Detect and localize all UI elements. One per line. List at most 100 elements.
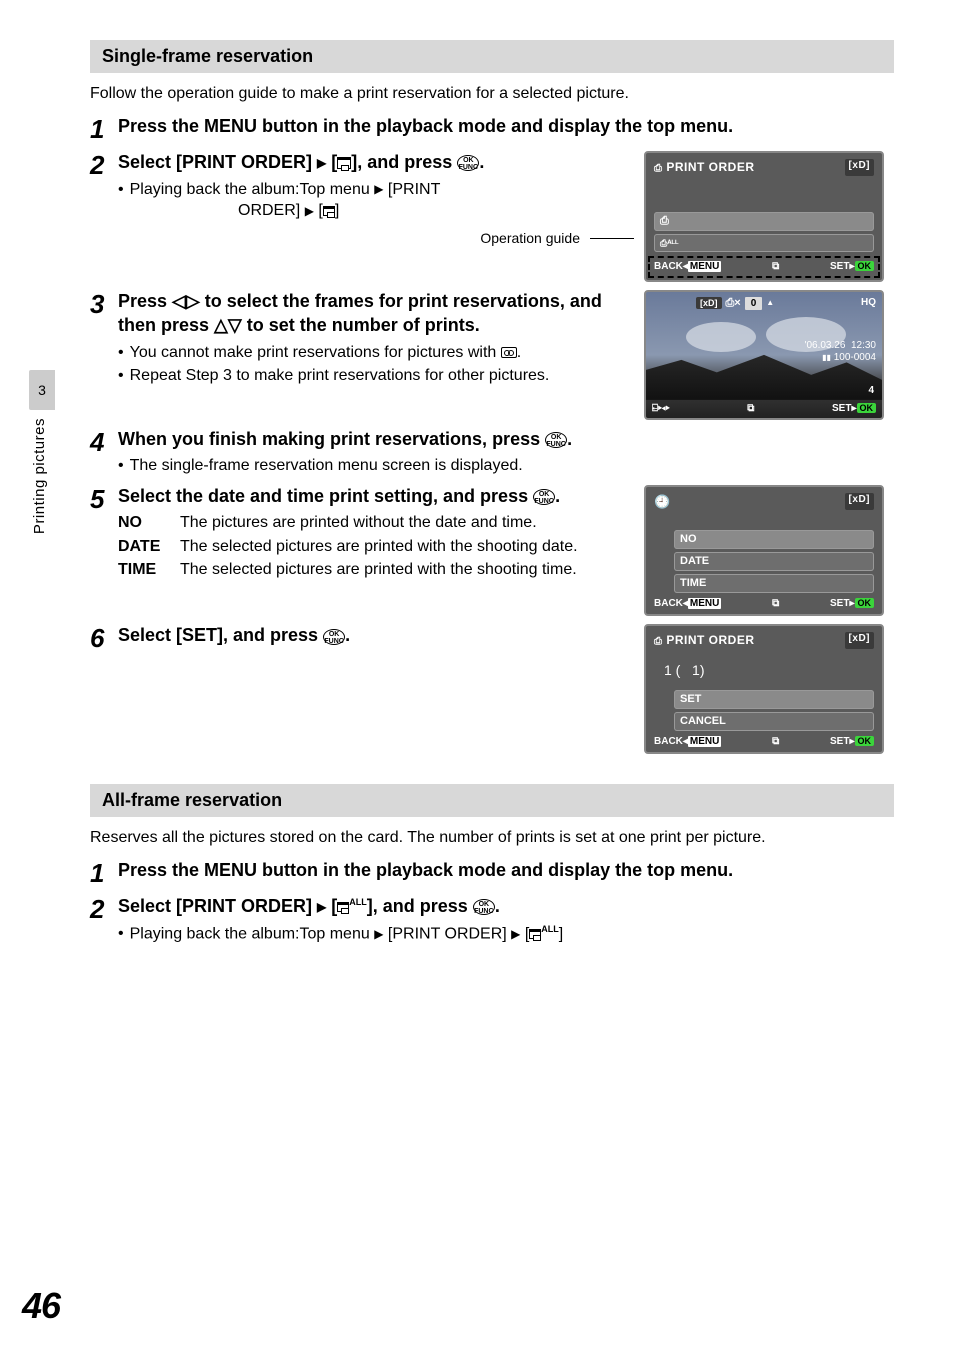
- sec2-step-2: 2 Select [PRINT ORDER] ▶ [ALL], and pres…: [90, 895, 894, 944]
- step-number: 2: [90, 895, 118, 944]
- ok-func-icon: OKFUNC: [533, 489, 555, 505]
- step-2-cont: ORDER] ▶ []: [238, 200, 634, 222]
- step-2-bullet-mid: [PRINT: [388, 181, 440, 198]
- step-number: 1: [90, 859, 118, 888]
- step-2-cont-text: ORDER]: [238, 202, 300, 219]
- step-6-text: Select [SET], and press: [118, 625, 318, 645]
- movie-icon: [501, 347, 517, 358]
- step-4-bullet: The single-frame reservation menu screen…: [118, 455, 894, 477]
- option-date: DATE The selected pictures are printed w…: [118, 536, 634, 558]
- ok-func-icon: OKFUNC: [473, 899, 495, 915]
- sec2-step-1: 1 Press the MENU button in the playback …: [90, 859, 894, 888]
- lcd2-idx: 4: [868, 384, 874, 398]
- lcd1-menu: MENU: [688, 261, 721, 272]
- opt-time-label: TIME: [118, 559, 180, 581]
- lcd4-ok: OK: [855, 736, 875, 746]
- step-3-bullet-2: Repeat Step 3 to make print reservations…: [118, 365, 634, 387]
- lcd-photo-preview: [xD] ⎙× 0 ▲ HQ '06.03.26 12:30 ▮▮ 100-00…: [644, 290, 884, 420]
- lcd3-menu: MENU: [688, 598, 721, 609]
- lcd1-badge: [xD]: [845, 159, 874, 176]
- section-heading-all: All-frame reservation: [90, 784, 894, 817]
- lcd2-xd: [xD]: [696, 297, 722, 309]
- section-heading-single: Single-frame reservation: [90, 40, 894, 73]
- lcd4-count-b: 1: [692, 662, 700, 678]
- lcd3-ok: OK: [855, 598, 875, 608]
- lcd4-set: SET: [830, 736, 849, 747]
- step-3-b2-text: Repeat Step 3 to make print reservations…: [130, 365, 550, 387]
- step-3: 3 Press ◁▷ to select the frames for prin…: [90, 290, 894, 420]
- ok-func-icon: OKFUNC: [323, 629, 345, 645]
- option-no: NO The pictures are printed without the …: [118, 512, 634, 534]
- step-3-title: Press ◁▷ to select the frames for print …: [118, 290, 634, 338]
- lcd1-item-all: ⎙ᴬᴸᴸ: [654, 234, 874, 253]
- lcd4-back: BACK: [654, 736, 683, 747]
- step-6: 6 Select [SET], and press OKFUNC. ⎙ PRIN…: [90, 624, 894, 754]
- step-4: 4 When you finish making print reservati…: [90, 428, 894, 477]
- lcd4-menu: MENU: [688, 736, 721, 747]
- step-2-bullet: Playing back the album:Top menu ▶ [PRINT: [118, 179, 634, 201]
- step-2-title: Select [PRINT ORDER] ▶ [], and press OKF…: [118, 151, 634, 174]
- sec2-s2-pre: Select [PRINT ORDER]: [118, 896, 312, 916]
- step-3-b1-text: You cannot make print reservations for p…: [130, 344, 497, 361]
- section2-intro: Reserves all the pictures stored on the …: [90, 827, 894, 849]
- step-2-bullet-pre: Playing back the album:Top menu: [130, 181, 370, 198]
- step-2-pre: Select [PRINT ORDER]: [118, 152, 312, 172]
- sec2-s2b-pre: Playing back the album:Top menu: [130, 925, 370, 942]
- sec2-step-1-title: Press the MENU button in the playback mo…: [118, 859, 894, 882]
- lcd4-count-a: 1: [664, 662, 672, 678]
- step-number: 5: [90, 485, 118, 617]
- ok-func-icon: OKFUNC: [545, 432, 567, 448]
- step-2-cont-end: ]: [335, 202, 339, 219]
- lcd3-badge: [xD]: [845, 493, 874, 511]
- step-number: 6: [90, 624, 118, 754]
- step-number: 1: [90, 115, 118, 144]
- all-sup: ALL: [541, 924, 559, 934]
- print-all-icon: [337, 902, 349, 912]
- opt-no-text: The pictures are printed without the dat…: [180, 512, 537, 534]
- print-icon: [323, 206, 335, 216]
- lcd3-time: TIME: [674, 574, 874, 593]
- step-2-end: .: [479, 152, 484, 172]
- lcd2-date: '06.03.26: [805, 340, 846, 351]
- opt-no-label: NO: [118, 512, 180, 534]
- lcd1-ok: OK: [855, 261, 875, 271]
- print-icon: [337, 157, 351, 169]
- lcd2-hq: HQ: [861, 296, 876, 310]
- chapter-number: 3: [29, 370, 55, 410]
- step-4-title: When you finish making print reservation…: [118, 428, 894, 451]
- step-6-title: Select [SET], and press OKFUNC.: [118, 624, 634, 647]
- step-1: 1 Press the MENU button in the playback …: [90, 115, 894, 144]
- operation-guide-label: Operation guide: [480, 230, 580, 246]
- all-sup: ALL: [349, 897, 367, 907]
- lcd1-title: PRINT ORDER: [666, 160, 754, 174]
- lcd2-folder: 100-0004: [834, 352, 876, 363]
- opt-date-text: The selected pictures are printed with t…: [180, 536, 578, 558]
- lcd-print-order: ⎙ PRINT ORDER [xD] ⎙ ⎙ᴬᴸᴸ BACK◂MENU ⧉ SE…: [644, 151, 884, 282]
- step-number: 2: [90, 151, 118, 282]
- opt-time-text: The selected pictures are printed with t…: [180, 559, 577, 581]
- step-4-bullet-text: The single-frame reservation menu screen…: [130, 455, 523, 477]
- sec2-s2b-end: ]: [559, 925, 563, 942]
- lcd4-cancel: CANCEL: [674, 712, 874, 731]
- step-5: 5 Select the date and time print setting…: [90, 485, 894, 617]
- opt-date-label: DATE: [118, 536, 180, 558]
- step-3-bullet-1: You cannot make print reservations for p…: [118, 342, 634, 364]
- intro-text: Follow the operation guide to make a pri…: [90, 83, 894, 105]
- lcd1-back: BACK: [654, 261, 683, 272]
- lcd4-badge: [xD]: [845, 632, 874, 649]
- option-time: TIME The selected pictures are printed w…: [118, 559, 634, 581]
- lcd3-set: SET: [830, 598, 849, 609]
- lcd3-back: BACK: [654, 598, 683, 609]
- step-5-text: Select the date and time print setting, …: [118, 486, 528, 506]
- side-label: Printing pictures: [31, 418, 48, 534]
- lcd2-ok: OK: [857, 403, 877, 413]
- lcd4-title: PRINT ORDER: [666, 633, 754, 647]
- step-number: 3: [90, 290, 118, 420]
- step-5-title: Select the date and time print setting, …: [118, 485, 634, 508]
- page-number: 46: [22, 1285, 60, 1327]
- sec2-s2-post: ], and press: [367, 896, 468, 916]
- ok-func-icon: OKFUNC: [457, 155, 479, 171]
- lcd3-date: DATE: [674, 552, 874, 571]
- sec2-step-2-title: Select [PRINT ORDER] ▶ [ALL], and press …: [118, 895, 894, 918]
- lcd-date-time: 🕘 [xD] NO DATE TIME BACK◂MENU ⧉ SET▸OK: [644, 485, 884, 617]
